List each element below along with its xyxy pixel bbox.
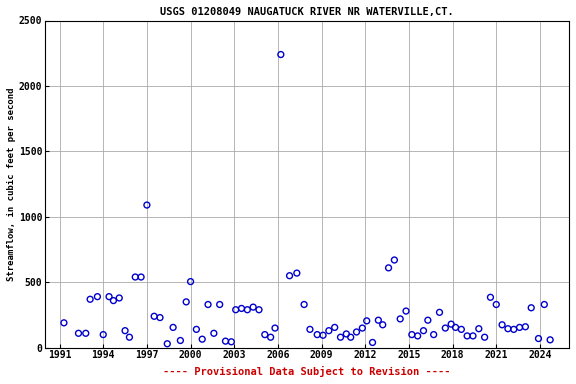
Point xyxy=(120,328,130,334)
Point xyxy=(292,270,301,276)
Point xyxy=(150,313,159,319)
Point xyxy=(486,294,495,300)
Point xyxy=(368,339,377,346)
Point xyxy=(59,320,69,326)
Point xyxy=(98,331,108,338)
Point xyxy=(313,331,322,338)
Point xyxy=(503,326,513,332)
Point xyxy=(231,307,240,313)
Point xyxy=(85,296,94,302)
Point xyxy=(534,336,543,342)
Point xyxy=(300,301,309,308)
Point xyxy=(457,326,466,333)
Point xyxy=(515,324,524,331)
Point xyxy=(540,301,549,308)
Point xyxy=(390,257,399,263)
Point xyxy=(137,274,146,280)
Point xyxy=(156,314,165,321)
Point xyxy=(142,202,151,208)
Point xyxy=(362,318,372,324)
Point xyxy=(374,317,383,323)
Point xyxy=(435,309,444,315)
Point xyxy=(346,334,355,340)
Point xyxy=(209,330,218,336)
Point xyxy=(407,331,416,338)
Point xyxy=(446,321,456,327)
Point xyxy=(131,274,140,280)
Point xyxy=(249,304,258,310)
Point xyxy=(181,299,191,305)
Point xyxy=(93,294,102,300)
Point xyxy=(324,328,334,334)
Point xyxy=(319,332,328,338)
Point xyxy=(109,298,118,304)
Point xyxy=(401,308,411,314)
Point xyxy=(413,333,422,339)
Point xyxy=(419,328,428,334)
Point xyxy=(270,325,279,331)
Point xyxy=(260,331,270,338)
Point xyxy=(221,338,230,344)
Point xyxy=(463,333,472,339)
Point xyxy=(198,336,207,342)
Point xyxy=(330,324,339,331)
Point xyxy=(125,334,134,340)
Point xyxy=(176,338,185,344)
Point xyxy=(498,322,507,328)
Point xyxy=(358,325,367,331)
Point xyxy=(429,331,438,338)
Point xyxy=(115,295,124,301)
Title: USGS 01208049 NAUGATUCK RIVER NR WATERVILLE,CT.: USGS 01208049 NAUGATUCK RIVER NR WATERVI… xyxy=(160,7,454,17)
Point xyxy=(285,273,294,279)
Point xyxy=(526,305,536,311)
Point xyxy=(266,334,275,340)
Point xyxy=(186,278,195,285)
Point xyxy=(237,305,246,311)
Point xyxy=(276,51,286,58)
Y-axis label: Streamflow, in cubic feet per second: Streamflow, in cubic feet per second xyxy=(7,87,16,281)
Point xyxy=(227,339,236,345)
Point xyxy=(255,307,264,313)
Point xyxy=(215,301,224,308)
Point xyxy=(378,322,387,328)
Point xyxy=(384,265,393,271)
Point xyxy=(451,324,460,331)
Point xyxy=(74,330,83,336)
Point xyxy=(81,330,90,336)
Point xyxy=(242,307,252,313)
Point xyxy=(104,294,113,300)
Point xyxy=(336,334,345,340)
Point xyxy=(480,334,489,340)
Point xyxy=(441,325,450,331)
X-axis label: ---- Provisional Data Subject to Revision ----: ---- Provisional Data Subject to Revisio… xyxy=(163,366,451,377)
Point xyxy=(305,326,314,333)
Point xyxy=(545,337,555,343)
Point xyxy=(192,326,201,333)
Point xyxy=(468,333,478,339)
Point xyxy=(521,324,530,330)
Point xyxy=(203,301,213,308)
Point xyxy=(474,326,483,332)
Point xyxy=(352,329,361,335)
Point xyxy=(169,324,178,331)
Point xyxy=(396,316,405,322)
Point xyxy=(342,331,351,337)
Point xyxy=(162,341,172,347)
Point xyxy=(423,317,433,323)
Point xyxy=(509,326,518,333)
Point xyxy=(492,301,501,308)
